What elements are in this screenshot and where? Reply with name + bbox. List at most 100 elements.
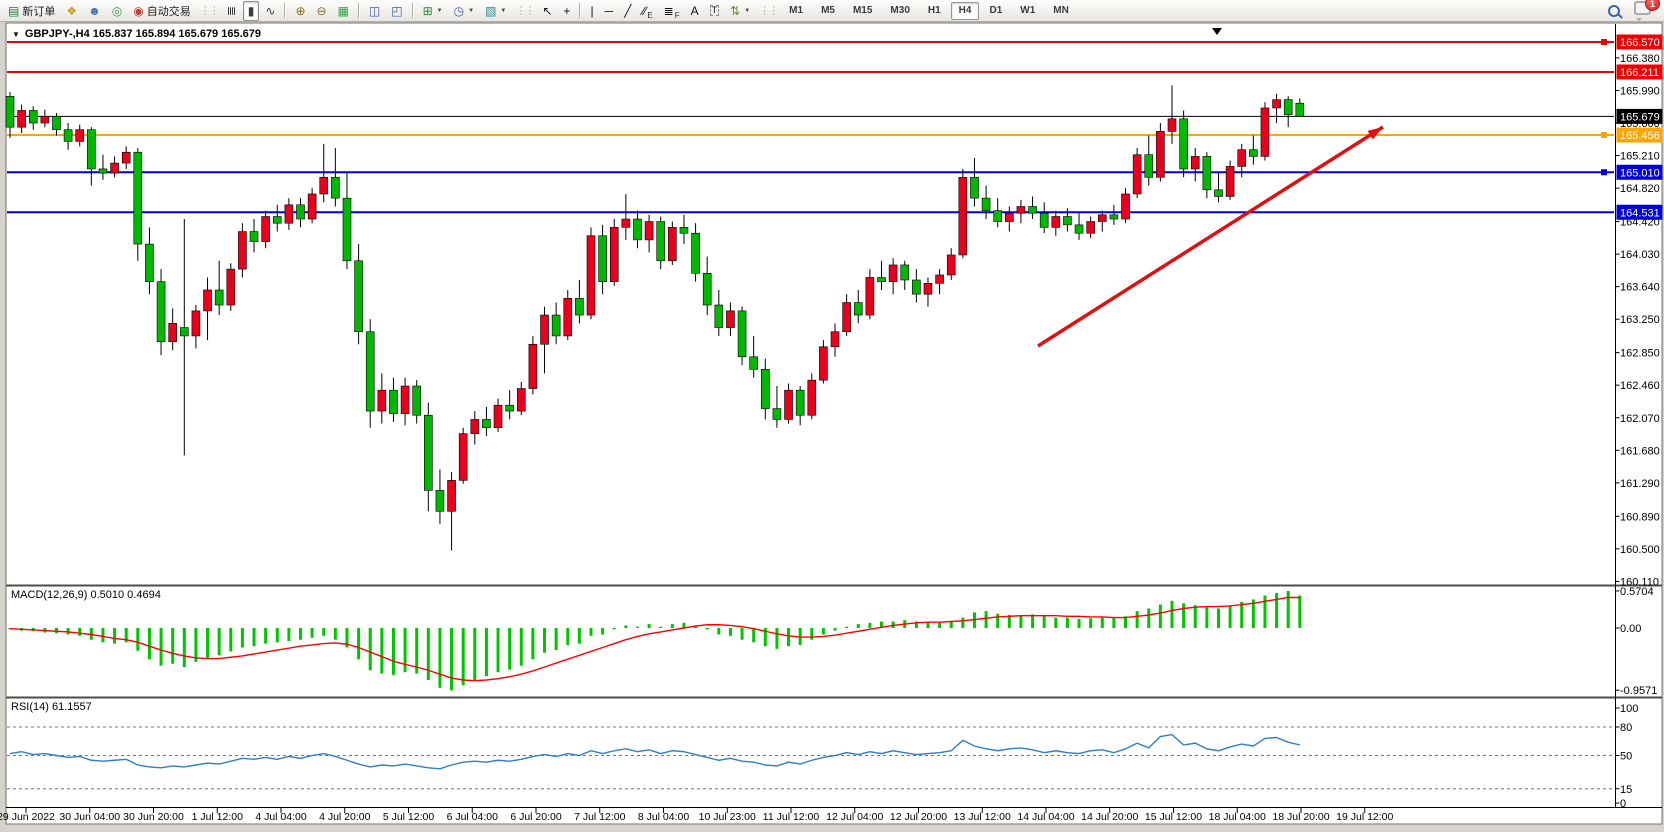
- candle-body: [714, 304, 724, 328]
- timeframe-w1-button[interactable]: W1: [1020, 5, 1036, 16]
- line-chart-icon: ∿: [265, 3, 276, 18]
- candle-body: [261, 216, 270, 242]
- candle-body: [1295, 102, 1305, 117]
- candle-body: [1260, 107, 1270, 157]
- dropdown-arrow-icon: ▼: [500, 7, 507, 14]
- rsi-axis-label: 100: [1620, 703, 1638, 715]
- candle-body: [923, 283, 933, 295]
- new-indicator-window-button[interactable]: ◰: [386, 1, 407, 21]
- tile-windows-button[interactable]: ▦: [333, 1, 354, 21]
- time-tick-label: 13 Jul 12:00: [954, 811, 1011, 823]
- candle-body: [75, 129, 85, 142]
- indicators-window-button[interactable]: ◫: [364, 1, 385, 21]
- timeframe-h4-button[interactable]: H4: [950, 1, 980, 20]
- candle-body: [958, 176, 968, 256]
- candle-body: [586, 235, 596, 316]
- autotrading-button[interactable]: ◉ 自动交易: [128, 1, 195, 21]
- candle-body: [1214, 189, 1223, 197]
- candle-body: [354, 260, 363, 333]
- timeframe-m5-button[interactable]: M5: [821, 5, 835, 16]
- equidistant-channel-button-sub-label: E: [647, 10, 653, 20]
- text-icon: A: [690, 3, 699, 18]
- bar-chart-button[interactable]: ≣: [222, 1, 242, 21]
- chart-snapshot-button[interactable]: ▧ ▼: [480, 1, 511, 21]
- timeframe-m1-button[interactable]: M1: [789, 5, 804, 16]
- candle-body: [807, 379, 817, 416]
- timeframe-d1-button[interactable]: D1: [989, 5, 1003, 16]
- candle-body: [412, 385, 422, 416]
- candle-body: [400, 385, 410, 414]
- chart-title-text: GBPJPY-,H4 165.837 165.894 165.679 165.6…: [24, 28, 261, 40]
- time-tick-label: 8 Jul 04:00: [638, 811, 690, 823]
- periods-button[interactable]: ◷ ▼: [449, 1, 479, 21]
- indicators-window-icon: ◫: [368, 3, 381, 18]
- profile-button[interactable]: ☻: [83, 1, 106, 21]
- price-level-handle-165.010[interactable]: [1601, 169, 1607, 176]
- candle-body: [1272, 99, 1281, 109]
- candle-body: [284, 204, 294, 224]
- notifications-button[interactable]: 1: [1634, 0, 1660, 20]
- timeframe-m15-button[interactable]: M15: [852, 5, 873, 16]
- fibonacci-button[interactable]: ≣ F: [659, 1, 685, 21]
- trendline-button[interactable]: ╱: [619, 1, 636, 21]
- toolbar-grip: ⋮⋮: [199, 5, 220, 17]
- zoom-out-button[interactable]: ⊖: [312, 1, 332, 21]
- price-tag-icon: ❖: [66, 3, 78, 18]
- price-level-handle-166.570[interactable]: [1601, 39, 1607, 45]
- candle-body: [900, 264, 910, 281]
- new-chart-button[interactable]: ⊞ ▼: [418, 1, 448, 21]
- search-icon[interactable]: [1608, 4, 1620, 17]
- candle-body: [1005, 212, 1014, 222]
- cursor-button[interactable]: ↖: [537, 1, 557, 21]
- candle-body: [98, 168, 108, 174]
- timeframe-m30-button[interactable]: M30: [890, 5, 910, 16]
- price-tick-label: 165.210: [1620, 151, 1660, 163]
- text-button[interactable]: A: [686, 1, 704, 21]
- candle-body: [203, 289, 212, 312]
- price-tag-button[interactable]: ❖: [61, 1, 82, 21]
- candle-body: [935, 274, 944, 284]
- time-tick-label: 4 Jul 04:00: [255, 811, 307, 823]
- time-tick-label: 12 Jul 04:00: [826, 811, 883, 823]
- candle-body: [40, 116, 50, 124]
- arrows-tool-button[interactable]: ⇅ ▼: [725, 1, 755, 21]
- price-level-handle-165.456[interactable]: [1601, 132, 1607, 139]
- candle-body: [540, 314, 549, 345]
- crosshair-button[interactable]: +: [558, 1, 575, 21]
- candle-body: [575, 298, 584, 316]
- rsi-indicator-label: RSI(14) 61.1557: [11, 701, 92, 713]
- line-chart-button[interactable]: ∿: [260, 1, 280, 21]
- timeframe-h1-button[interactable]: H1: [927, 5, 941, 16]
- text-label-button[interactable]: T: [705, 1, 725, 21]
- trend-arrow-line[interactable]: [1037, 125, 1384, 348]
- candle-body: [493, 404, 503, 429]
- symbol-dropdown-icon[interactable]: ▼: [12, 29, 20, 39]
- candle-body: [272, 216, 282, 224]
- vertical-line-button[interactable]: |: [585, 1, 598, 21]
- candle-body: [1039, 212, 1049, 228]
- rsi-axis-label: 15: [1620, 784, 1632, 796]
- toolbar-separator: [357, 3, 360, 18]
- candle-body: [435, 490, 445, 512]
- price-tick-label: 162.850: [1620, 348, 1660, 360]
- timeframe-mn-button[interactable]: MN: [1053, 5, 1069, 16]
- candle-body: [1028, 206, 1037, 214]
- time-tick-label: 6 Jul 04:00: [447, 811, 499, 823]
- candle-body: [365, 331, 375, 412]
- candle-body: [226, 268, 236, 306]
- horizontal-line-button[interactable]: ─: [600, 1, 619, 21]
- chart-shift-marker[interactable]: [1212, 28, 1222, 35]
- zoom-in-button[interactable]: ⊕: [290, 1, 310, 21]
- candle-body: [214, 289, 224, 306]
- candle-body: [133, 151, 143, 245]
- candle-body: [1156, 131, 1165, 178]
- candle-body: [737, 310, 747, 358]
- signals-button[interactable]: ◎: [107, 1, 127, 21]
- new-order-button[interactable]: ▤ 新订单: [3, 1, 60, 21]
- autotrading-icon: ◉: [133, 3, 144, 18]
- candlestick-chart-button[interactable]: ▮: [242, 0, 260, 21]
- price-level-label-box: [1616, 108, 1663, 124]
- equidistant-channel-button[interactable]: ∕∕ E: [637, 1, 657, 21]
- time-tick-label: 29 Jun 2022: [0, 811, 55, 823]
